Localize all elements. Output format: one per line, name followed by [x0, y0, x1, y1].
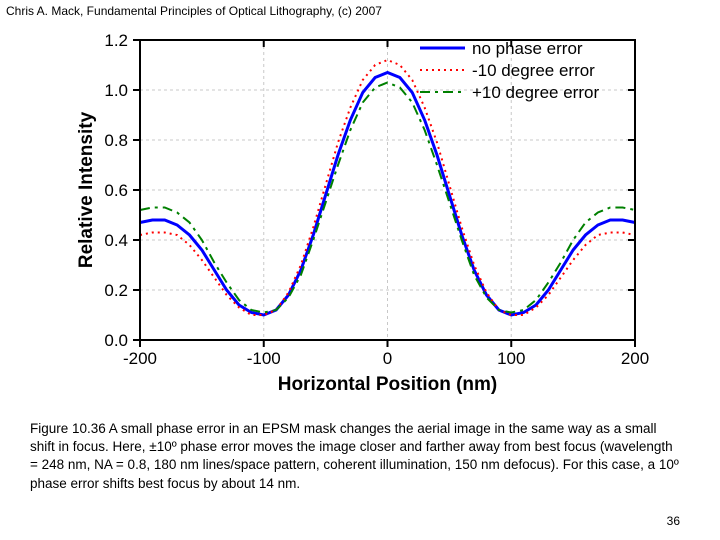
svg-text:100: 100 — [497, 349, 525, 368]
legend-label: no phase error — [472, 39, 583, 58]
svg-text:1.0: 1.0 — [104, 81, 128, 100]
svg-text:0.4: 0.4 — [104, 231, 128, 250]
page-number: 36 — [667, 514, 680, 528]
svg-text:200: 200 — [621, 349, 649, 368]
svg-text:0.0: 0.0 — [104, 331, 128, 350]
legend-label: -10 degree error — [472, 61, 595, 80]
chart-container: -200 -100 0 100 200 0.0 0.2 0.4 0.6 0.8 1.0 1.2 Hori… — [75, 30, 660, 400]
svg-text:-100: -100 — [247, 349, 281, 368]
y-axis-label: Relative Intensity — [76, 111, 97, 268]
header-text: Chris A. Mack, Fundamental Principles of… — [6, 4, 382, 18]
legend-label: +10 degree error — [472, 83, 599, 102]
x-axis-label: Horizontal Position (nm) — [278, 374, 498, 395]
svg-text:0: 0 — [383, 349, 392, 368]
svg-text:-200: -200 — [123, 349, 157, 368]
chart-svg: -200 -100 0 100 200 0.0 0.2 0.4 0.6 0.8 1.0 1.2 Hori… — [75, 30, 660, 400]
svg-text:1.2: 1.2 — [104, 31, 128, 50]
svg-text:0.6: 0.6 — [104, 181, 128, 200]
svg-text:0.2: 0.2 — [104, 281, 128, 300]
figure-caption: Figure 10.36 A small phase error in an E… — [30, 420, 680, 493]
svg-text:0.8: 0.8 — [104, 131, 128, 150]
